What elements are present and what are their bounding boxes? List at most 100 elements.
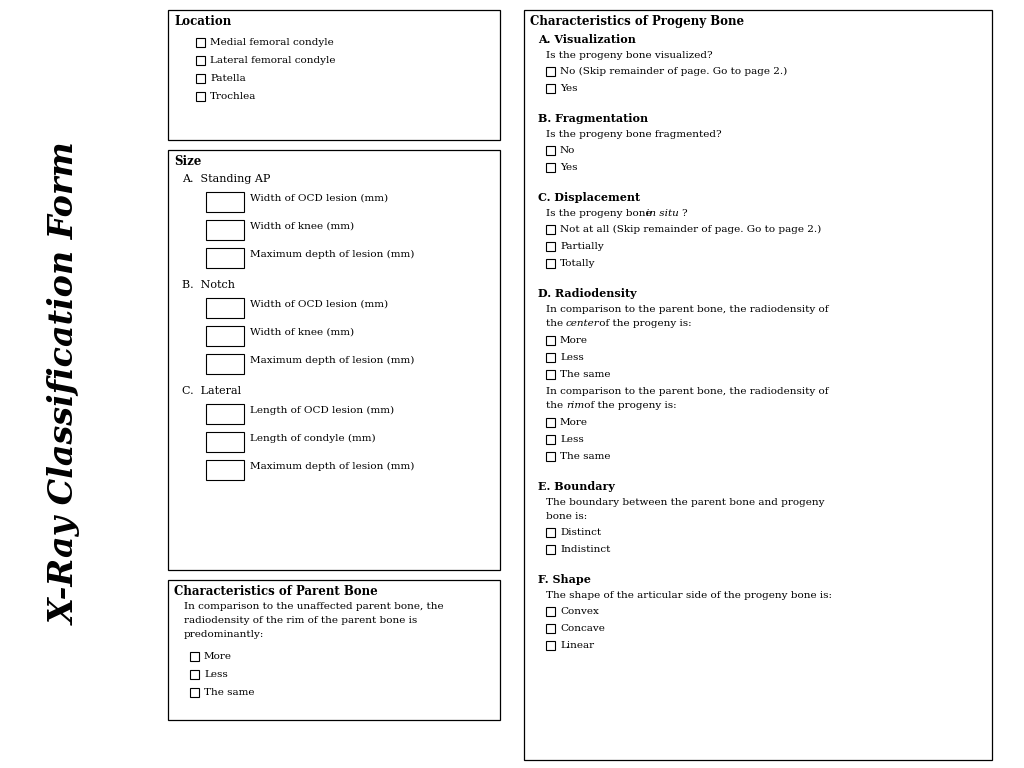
Text: Indistinct: Indistinct <box>560 545 610 554</box>
Text: center: center <box>566 319 600 328</box>
Text: More: More <box>560 418 588 427</box>
Text: Distinct: Distinct <box>560 528 601 537</box>
Text: The same: The same <box>204 688 255 697</box>
Text: Convex: Convex <box>560 607 599 616</box>
Text: Less: Less <box>204 670 227 679</box>
Text: Characteristics of Progeny Bone: Characteristics of Progeny Bone <box>530 15 744 28</box>
Bar <box>546 163 555 172</box>
Text: The same: The same <box>560 452 610 461</box>
Text: the: the <box>546 319 566 328</box>
Bar <box>168 580 500 720</box>
Bar <box>206 326 244 346</box>
Bar <box>524 10 992 760</box>
Text: Width of knee (mm): Width of knee (mm) <box>250 222 354 231</box>
Text: rim: rim <box>566 401 585 410</box>
Text: More: More <box>204 652 232 661</box>
Bar <box>546 84 555 93</box>
Text: A. Visualization: A. Visualization <box>538 34 636 45</box>
Text: of the progeny is:: of the progeny is: <box>596 319 691 328</box>
Text: Is the progeny bone fragmented?: Is the progeny bone fragmented? <box>546 130 722 139</box>
Text: Lateral femoral condyle: Lateral femoral condyle <box>210 56 336 65</box>
Bar <box>206 248 244 268</box>
Bar <box>546 528 555 537</box>
Text: Width of OCD lesion (mm): Width of OCD lesion (mm) <box>250 300 388 309</box>
Bar <box>168 150 500 570</box>
Text: Not at all (Skip remainder of page. Go to page 2.): Not at all (Skip remainder of page. Go t… <box>560 225 821 234</box>
Bar <box>546 225 555 234</box>
Text: Concave: Concave <box>560 624 605 633</box>
Text: Medial femoral condyle: Medial femoral condyle <box>210 38 334 47</box>
Text: X-Ray Classification Form: X-Ray Classification Form <box>48 143 82 625</box>
Text: Length of condyle (mm): Length of condyle (mm) <box>250 434 376 443</box>
Bar <box>546 607 555 616</box>
Bar <box>546 545 555 554</box>
Bar <box>190 670 199 679</box>
Text: Yes: Yes <box>560 84 578 93</box>
Text: of the progeny is:: of the progeny is: <box>581 401 677 410</box>
Text: D. Radiodensity: D. Radiodensity <box>538 288 637 299</box>
Text: C.  Lateral: C. Lateral <box>182 386 241 396</box>
Bar <box>546 336 555 345</box>
Bar <box>546 242 555 251</box>
Text: B. Fragmentation: B. Fragmentation <box>538 113 648 124</box>
Text: ?: ? <box>681 209 687 218</box>
Text: Trochlea: Trochlea <box>210 92 256 101</box>
Bar <box>546 370 555 379</box>
Text: Partially: Partially <box>560 242 604 251</box>
Text: Yes: Yes <box>560 163 578 172</box>
Text: Width of knee (mm): Width of knee (mm) <box>250 328 354 337</box>
Bar <box>546 435 555 444</box>
Bar <box>206 192 244 212</box>
Text: bone is:: bone is: <box>546 512 587 521</box>
Bar <box>546 146 555 155</box>
Text: E. Boundary: E. Boundary <box>538 481 614 492</box>
Bar <box>546 259 555 268</box>
Bar <box>196 56 205 65</box>
Text: The shape of the articular side of the progeny bone is:: The shape of the articular side of the p… <box>546 591 831 600</box>
Text: Linear: Linear <box>560 641 594 650</box>
Bar <box>546 353 555 362</box>
Bar <box>206 354 244 374</box>
Bar <box>196 92 205 101</box>
Text: Is the progeny bone: Is the progeny bone <box>546 209 655 218</box>
Text: Size: Size <box>174 155 202 168</box>
Text: Is the progeny bone visualized?: Is the progeny bone visualized? <box>546 51 713 60</box>
Text: The boundary between the parent bone and progeny: The boundary between the parent bone and… <box>546 498 824 507</box>
Text: Location: Location <box>174 15 231 28</box>
Bar <box>206 298 244 318</box>
Text: C. Displacement: C. Displacement <box>538 192 640 203</box>
Text: Width of OCD lesion (mm): Width of OCD lesion (mm) <box>250 194 388 203</box>
Text: In comparison to the parent bone, the radiodensity of: In comparison to the parent bone, the ra… <box>546 305 828 314</box>
Text: predominantly:: predominantly: <box>184 630 264 639</box>
Bar <box>206 460 244 480</box>
Text: No: No <box>560 146 575 155</box>
Text: Less: Less <box>560 353 584 362</box>
Text: in situ: in situ <box>646 209 679 218</box>
Text: More: More <box>560 336 588 345</box>
Bar <box>546 418 555 427</box>
Bar <box>206 404 244 424</box>
Text: A.  Standing AP: A. Standing AP <box>182 174 270 184</box>
Bar <box>546 67 555 76</box>
Text: B.  Notch: B. Notch <box>182 280 234 290</box>
Bar <box>546 452 555 461</box>
Bar <box>190 688 199 697</box>
Text: The same: The same <box>560 370 610 379</box>
Text: Maximum depth of lesion (mm): Maximum depth of lesion (mm) <box>250 462 415 471</box>
Bar <box>546 624 555 633</box>
Text: Patella: Patella <box>210 74 246 83</box>
Text: the: the <box>546 401 566 410</box>
Bar <box>206 220 244 240</box>
Text: F. Shape: F. Shape <box>538 574 591 585</box>
Text: Less: Less <box>560 435 584 444</box>
Text: No (Skip remainder of page. Go to page 2.): No (Skip remainder of page. Go to page 2… <box>560 67 787 76</box>
Text: Characteristics of Parent Bone: Characteristics of Parent Bone <box>174 585 378 598</box>
Text: Length of OCD lesion (mm): Length of OCD lesion (mm) <box>250 406 394 415</box>
Text: Totally: Totally <box>560 259 596 268</box>
Text: radiodensity of the rim of the parent bone is: radiodensity of the rim of the parent bo… <box>184 616 417 625</box>
Bar <box>168 10 500 140</box>
Bar <box>546 641 555 650</box>
Text: Maximum depth of lesion (mm): Maximum depth of lesion (mm) <box>250 356 415 365</box>
Bar <box>196 74 205 83</box>
Text: In comparison to the unaffected parent bone, the: In comparison to the unaffected parent b… <box>184 602 443 611</box>
